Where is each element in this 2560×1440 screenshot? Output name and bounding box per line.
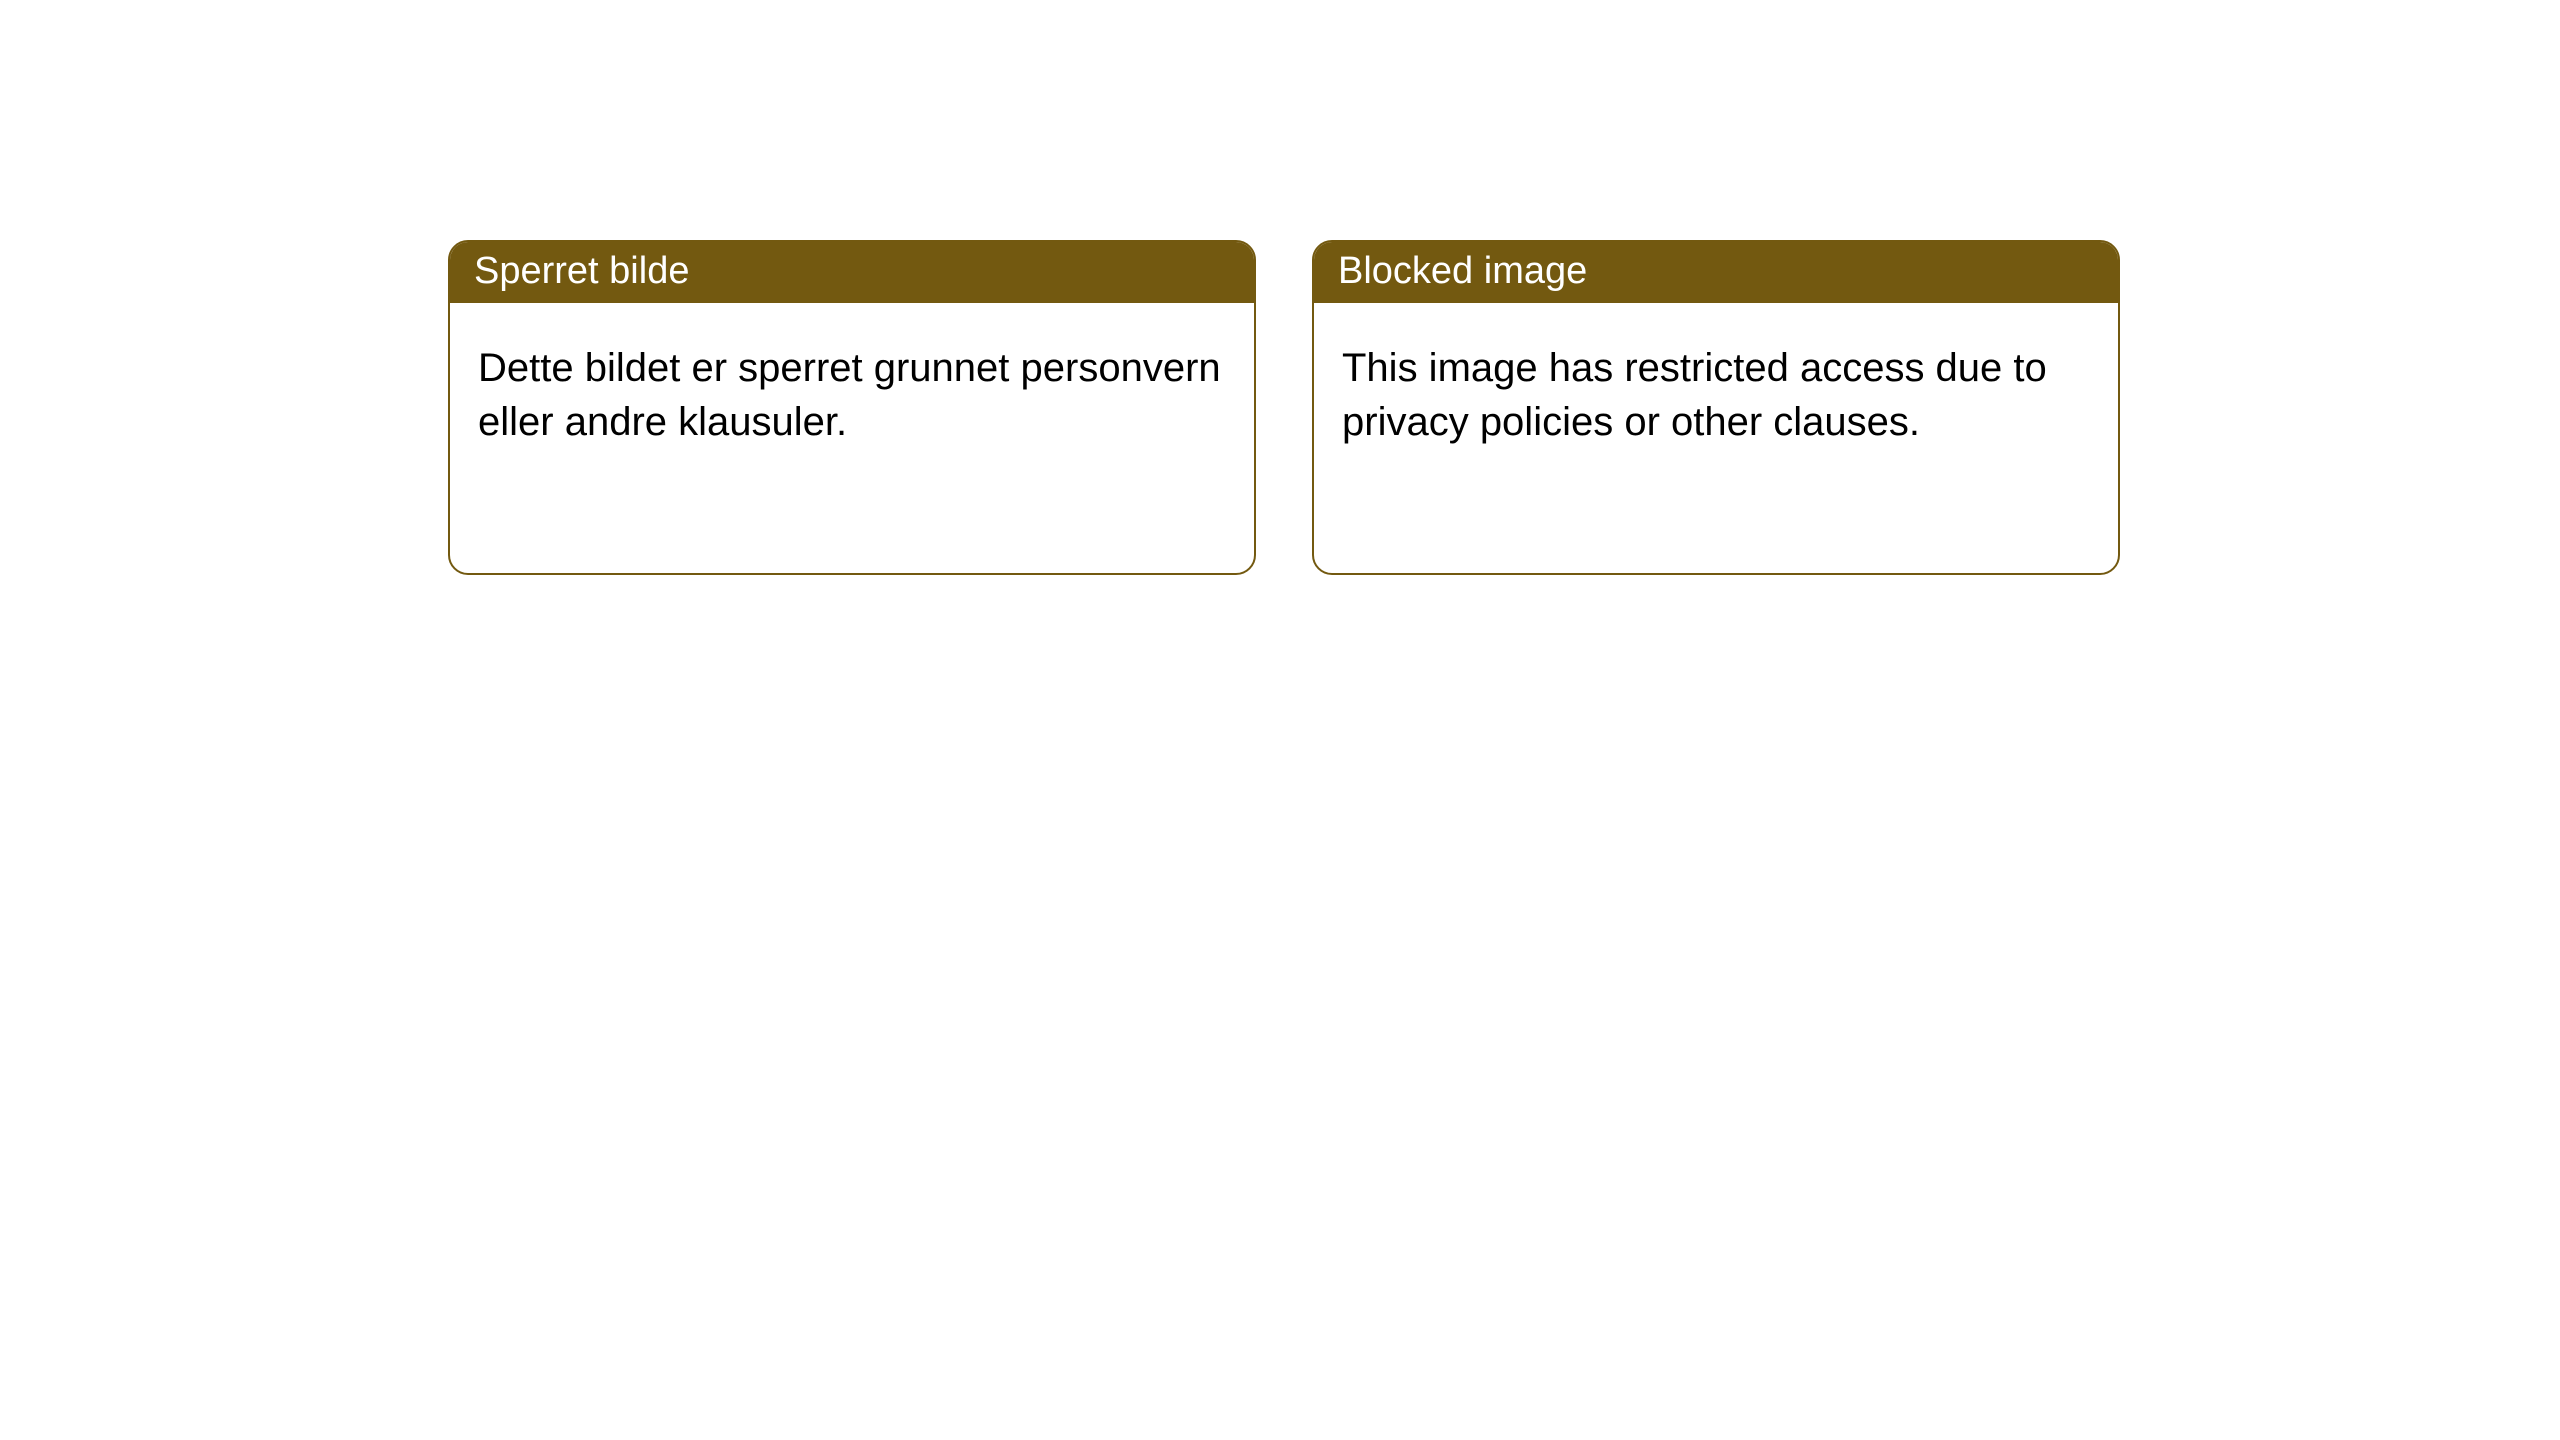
card-body: This image has restricted access due to …: [1314, 303, 2118, 487]
card-header: Blocked image: [1314, 242, 2118, 303]
card-norwegian: Sperret bilde Dette bildet er sperret gr…: [448, 240, 1256, 575]
card-header: Sperret bilde: [450, 242, 1254, 303]
card-body: Dette bildet er sperret grunnet personve…: [450, 303, 1254, 487]
cards-container: Sperret bilde Dette bildet er sperret gr…: [448, 240, 2560, 575]
card-english: Blocked image This image has restricted …: [1312, 240, 2120, 575]
